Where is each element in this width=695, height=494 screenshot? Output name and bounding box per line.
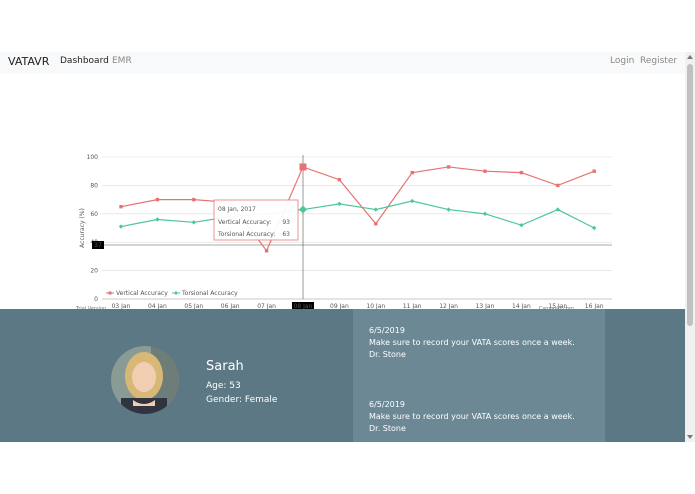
avatar-image bbox=[111, 346, 179, 414]
data-point[interactable] bbox=[337, 201, 342, 207]
watermark-trial: Trial Version bbox=[75, 306, 106, 309]
tooltip-title: 08 Jan, 2017 bbox=[218, 206, 256, 213]
data-point[interactable] bbox=[410, 170, 414, 175]
message-item: 6/5/2019 Make sure to record your VATA s… bbox=[369, 399, 575, 435]
x-tick-label: 15 Jan bbox=[548, 303, 567, 309]
chart-tooltip bbox=[213, 199, 299, 241]
profile-name: Sarah bbox=[206, 359, 244, 374]
x-tick-label: 16 Jan bbox=[585, 303, 604, 309]
data-point[interactable] bbox=[337, 178, 342, 182]
data-point[interactable] bbox=[374, 222, 378, 226]
tooltip-value: 93 bbox=[282, 219, 290, 226]
x-tick-label: 04 Jan bbox=[148, 303, 167, 309]
profile-age: Age: 53 bbox=[206, 381, 241, 391]
y-axis-label: Accuracy (%) bbox=[79, 208, 86, 248]
data-point[interactable] bbox=[299, 163, 307, 171]
legend-marker bbox=[174, 291, 178, 295]
legend-label: Vertical Accuracy bbox=[116, 290, 168, 297]
tooltip-label: Torsional Accuracy: bbox=[217, 231, 275, 238]
data-point[interactable] bbox=[555, 207, 560, 212]
y-tick-label: 60 bbox=[90, 211, 98, 218]
data-point[interactable] bbox=[264, 249, 269, 253]
x-tick-label: 09 Jan bbox=[330, 303, 349, 309]
scrollbar-thumb[interactable] bbox=[687, 64, 693, 326]
nav-login[interactable]: Login bbox=[610, 56, 635, 66]
data-point[interactable] bbox=[191, 220, 196, 225]
message-date: 6/5/2019 bbox=[369, 326, 405, 335]
data-point[interactable] bbox=[299, 205, 307, 214]
x-tick-label: 12 Jan bbox=[439, 303, 458, 309]
x-tick-label: 13 Jan bbox=[476, 303, 495, 309]
x-tick-label: 14 Jan bbox=[512, 303, 531, 309]
app-window: VATAVR Dashboard EMR Login Register 0204… bbox=[0, 52, 685, 442]
data-point[interactable] bbox=[592, 169, 596, 173]
message-date: 6/5/2019 bbox=[369, 400, 405, 409]
watermark-canvasjs: CanvasJS.com bbox=[539, 306, 574, 309]
avatar bbox=[111, 346, 179, 414]
data-point[interactable] bbox=[119, 205, 123, 209]
y-tick-label: 20 bbox=[90, 268, 98, 275]
x-tick-label: 03 Jan bbox=[112, 303, 131, 309]
data-point[interactable] bbox=[118, 224, 124, 229]
message-item: 6/5/2019 Make sure to record your VATA s… bbox=[369, 325, 575, 361]
crosshair-y-badge bbox=[92, 241, 104, 249]
data-point[interactable] bbox=[519, 222, 524, 228]
tooltip-label: Vertical Accuracy: bbox=[218, 219, 271, 226]
y-tick-label: 80 bbox=[90, 182, 98, 189]
x-tick-label: 11 Jan bbox=[403, 303, 422, 309]
nav-dashboard[interactable]: Dashboard bbox=[60, 56, 109, 66]
messages-panel: 6/5/2019 Make sure to record your VATA s… bbox=[353, 309, 605, 442]
message-text: Make sure to record your VATA scores onc… bbox=[369, 412, 575, 421]
legend-marker bbox=[108, 291, 112, 295]
data-point[interactable] bbox=[446, 207, 451, 212]
message-author: Dr. Stone bbox=[369, 424, 406, 433]
data-point[interactable] bbox=[482, 211, 488, 216]
navbar: VATAVR Dashboard EMR Login Register bbox=[0, 52, 685, 74]
scroll-down-icon[interactable] bbox=[687, 435, 693, 439]
page-scrollbar[interactable] bbox=[685, 52, 695, 442]
scroll-up-icon[interactable] bbox=[687, 55, 693, 59]
x-tick-label: 06 Jan bbox=[221, 303, 240, 309]
data-point[interactable] bbox=[192, 197, 196, 202]
profile-gender: Gender: Female bbox=[206, 395, 278, 405]
x-tick-label: 10 Jan bbox=[366, 303, 385, 309]
profile-panel: Sarah Age: 53 Gender: Female 6/5/2019 Ma… bbox=[0, 309, 685, 442]
x-tick-label: 05 Jan bbox=[184, 303, 203, 309]
data-point[interactable] bbox=[519, 170, 524, 175]
legend-label: Torsional Accuracy bbox=[181, 290, 238, 297]
crosshair-x-badge bbox=[292, 302, 314, 309]
nav-emr[interactable]: EMR bbox=[112, 56, 132, 66]
data-point[interactable] bbox=[483, 169, 487, 173]
crosshair-x-label: 08 Jan bbox=[294, 303, 313, 309]
data-point[interactable] bbox=[446, 165, 451, 169]
nav-register[interactable]: Register bbox=[640, 56, 678, 66]
message-text: Make sure to record your VATA scores onc… bbox=[369, 338, 575, 347]
series-line-torsional[interactable] bbox=[120, 200, 595, 229]
data-point[interactable] bbox=[592, 225, 597, 231]
y-tick-label: 100 bbox=[87, 154, 99, 161]
data-point[interactable] bbox=[155, 217, 160, 222]
crosshair-y-label: 37 bbox=[94, 242, 102, 249]
data-point[interactable] bbox=[556, 183, 560, 188]
data-point[interactable] bbox=[155, 197, 160, 202]
y-tick-label: 0 bbox=[94, 296, 98, 303]
message-author: Dr. Stone bbox=[369, 350, 406, 359]
brand-logo[interactable]: VATAVR bbox=[8, 55, 50, 68]
tooltip-value: 63 bbox=[282, 231, 290, 238]
series-line-vertical[interactable] bbox=[120, 166, 595, 252]
x-tick-label: 07 Jan bbox=[257, 303, 276, 309]
data-point[interactable] bbox=[373, 207, 378, 212]
data-point[interactable] bbox=[410, 198, 415, 204]
